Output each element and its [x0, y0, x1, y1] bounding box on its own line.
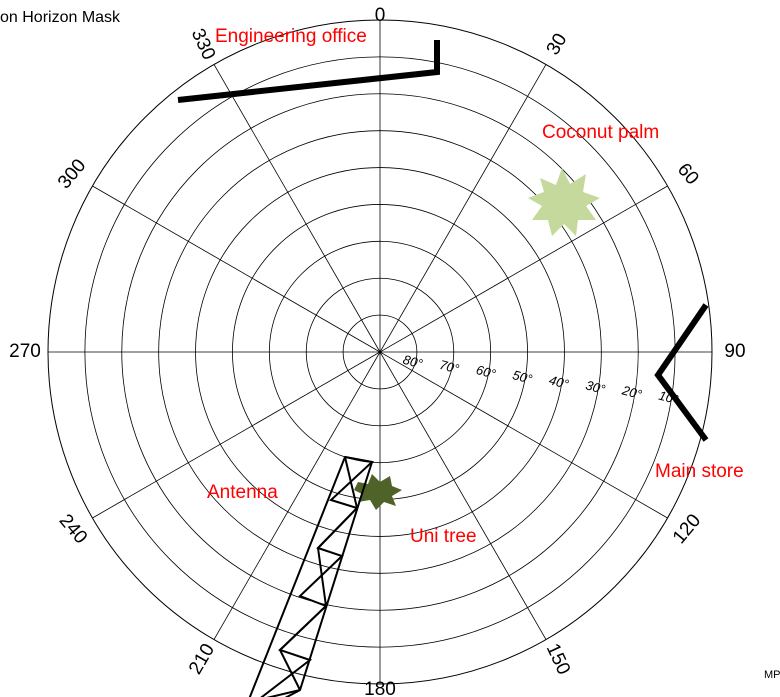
obstacle-label: Uni tree [410, 526, 477, 547]
title: on Horizon Mask [0, 9, 121, 26]
azimuth-label: 240 [55, 510, 91, 548]
main-store-shape [654, 303, 709, 442]
obstacle-label: Antenna [207, 482, 278, 503]
spoke [379, 64, 547, 353]
azimuth-label: 60 [673, 159, 703, 189]
azimuth-label: 180 [364, 679, 396, 697]
antenna-shape [248, 455, 375, 697]
elevation-label: 50° [511, 367, 534, 387]
corner-note: MP [764, 669, 780, 681]
spoke [92, 185, 381, 353]
azimuth-label: 270 [9, 341, 41, 362]
obstacle-label: Main store [655, 461, 744, 482]
azimuth-label: 120 [669, 510, 705, 548]
azimuth-label: 210 [185, 640, 219, 678]
elevation-label: 60° [474, 362, 497, 382]
spoke [213, 351, 381, 640]
spoke [379, 185, 668, 353]
obstacle-label: Coconut palm [542, 122, 659, 143]
spoke [379, 351, 668, 519]
uni-tree-shape [354, 474, 402, 510]
elevation-label: 70° [438, 357, 461, 377]
azimuth-label: 300 [54, 155, 90, 193]
elevation-label: 10° [657, 388, 680, 408]
elevation-label: 40° [548, 372, 571, 392]
spoke [92, 351, 381, 519]
azimuth-label: 90 [724, 341, 745, 362]
obstacle-label: Engineering office [215, 26, 367, 47]
azimuth-label: 30 [543, 30, 572, 59]
elevation-label: 30° [584, 377, 607, 397]
elevation-label: 80° [401, 352, 424, 372]
elevation-label: 20° [620, 382, 644, 402]
azimuth-label: 0 [375, 5, 386, 26]
engineering-office-shape [177, 40, 440, 103]
coconut-palm-shape [528, 168, 600, 236]
spoke [213, 64, 381, 353]
azimuth-label: 150 [542, 640, 574, 678]
spoke [379, 351, 547, 640]
